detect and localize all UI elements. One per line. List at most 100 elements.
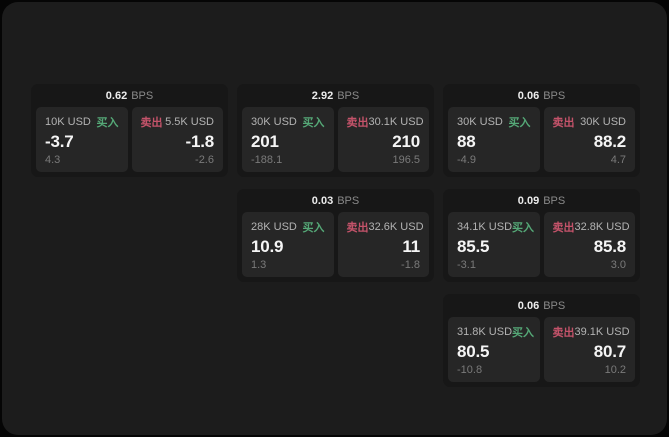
sell-size: 39.1K USD (574, 326, 630, 338)
buy-quote-panel[interactable]: 28K USD 买入 10.9 1.3 (242, 212, 334, 277)
bps-value: 0.06 (517, 89, 540, 102)
sell-quote-panel[interactable]: 卖出 32.8K USD 85.8 3.0 (543, 212, 635, 277)
buy-panel-top: 30K USD 买入 (251, 114, 325, 130)
bps-value: 0.03 (311, 194, 334, 207)
sell-sub-value: 3.0 (610, 258, 626, 271)
quote-card: 0.03 BPS 28K USD 买入 10.9 1.3 卖出 32.6K US… (237, 189, 434, 282)
card-header: 0.06 BPS (443, 84, 640, 107)
quote-card: 0.09 BPS 34.1K USD 买入 85.5 -3.1 卖出 32.8K… (443, 189, 640, 282)
buy-panel-top: 10K USD 买入 (45, 114, 119, 130)
buy-panel-top: 34.1K USD 买入 (457, 219, 535, 235)
card-header: 2.92 BPS (237, 84, 434, 107)
sell-price: 11 (402, 237, 420, 257)
sell-side-label: 卖出 (346, 222, 369, 234)
sell-sub-value: 10.2 (604, 363, 626, 376)
buy-side-label: 买入 (508, 117, 531, 129)
card-header: 0.09 BPS (443, 189, 640, 212)
bps-unit-label: BPS (543, 89, 566, 102)
buy-price: 10.9 (251, 237, 284, 257)
buy-price: -3.7 (45, 132, 74, 152)
buy-sub-value: 4.3 (45, 153, 61, 166)
buy-sub-value: 1.3 (251, 258, 267, 271)
sell-price: -1.8 (185, 132, 215, 152)
buy-price: 85.5 (457, 237, 490, 257)
buy-size: 31.8K USD (457, 326, 513, 338)
bps-unit-label: BPS (337, 194, 360, 207)
sell-quote-panel[interactable]: 卖出 32.6K USD 11 -1.8 (337, 212, 429, 277)
sell-panel-top: 卖出 30.1K USD (346, 114, 424, 130)
sell-side-label: 卖出 (552, 222, 575, 234)
card-header: 0.03 BPS (237, 189, 434, 212)
bps-value: 2.92 (311, 89, 334, 102)
quote-card: 0.06 BPS 31.8K USD 买入 80.5 -10.8 卖出 39.1… (443, 294, 640, 387)
buy-panel-top: 30K USD 买入 (457, 114, 531, 130)
card-header: 0.06 BPS (443, 294, 640, 317)
buy-sub-value: -188.1 (251, 153, 283, 166)
buy-size: 34.1K USD (457, 221, 513, 233)
bps-value: 0.06 (517, 299, 540, 312)
sell-panel-top: 卖出 39.1K USD (553, 324, 630, 340)
sell-size: 5.5K USD (165, 116, 214, 128)
sell-price: 210 (392, 132, 420, 152)
sell-size: 32.6K USD (368, 221, 424, 233)
sell-size: 32.8K USD (574, 221, 630, 233)
sell-price: 85.8 (593, 237, 626, 257)
buy-side-label: 买入 (302, 222, 325, 234)
quote-card: 0.06 BPS 30K USD 买入 88 -4.9 卖出 30K USD 8… (443, 84, 640, 177)
card-body: 34.1K USD 买入 85.5 -3.1 卖出 32.8K USD 85.8… (443, 212, 640, 282)
cards-grid: 0.62 BPS 10K USD 买入 -3.7 4.3 卖出 5.5K USD… (31, 84, 640, 387)
card-body: 28K USD 买入 10.9 1.3 卖出 32.6K USD 11 -1.8 (237, 212, 434, 282)
buy-side-label: 买入 (302, 117, 325, 129)
quote-card: 2.92 BPS 30K USD 买入 201 -188.1 卖出 30.1K … (237, 84, 434, 177)
bps-value: 0.62 (105, 89, 128, 102)
sell-sub-value: 196.5 (392, 153, 420, 166)
sell-sub-value: 4.7 (610, 153, 626, 166)
buy-quote-panel[interactable]: 34.1K USD 买入 85.5 -3.1 (448, 212, 540, 277)
buy-price: 80.5 (457, 342, 490, 362)
buy-quote-panel[interactable]: 30K USD 买入 88 -4.9 (448, 107, 540, 172)
sell-panel-top: 卖出 32.8K USD (552, 219, 630, 235)
card-header: 0.62 BPS (31, 84, 228, 107)
buy-side-label: 买入 (96, 117, 119, 129)
card-body: 10K USD 买入 -3.7 4.3 卖出 5.5K USD -1.8 -2.… (31, 107, 228, 177)
sell-quote-panel[interactable]: 卖出 39.1K USD 80.7 10.2 (543, 317, 635, 382)
bps-unit-label: BPS (543, 299, 566, 312)
buy-side-label: 买入 (512, 222, 535, 234)
sell-size: 30.1K USD (368, 116, 424, 128)
buy-quote-panel[interactable]: 31.8K USD 买入 80.5 -10.8 (448, 317, 540, 382)
buy-sub-value: -3.1 (457, 258, 476, 271)
buy-sub-value: -4.9 (457, 153, 476, 166)
buy-quote-panel[interactable]: 10K USD 买入 -3.7 4.3 (36, 107, 128, 172)
sell-quote-panel[interactable]: 卖出 30.1K USD 210 196.5 (337, 107, 429, 172)
sell-panel-top: 卖出 5.5K USD (141, 114, 215, 130)
bps-unit-label: BPS (543, 194, 566, 207)
buy-sub-value: -10.8 (457, 363, 483, 376)
buy-panel-top: 31.8K USD 买入 (457, 324, 535, 340)
sell-price: 88.2 (593, 132, 626, 152)
sell-price: 80.7 (593, 342, 626, 362)
buy-side-label: 买入 (512, 327, 535, 339)
buy-price: 88 (457, 132, 476, 152)
quote-card: 0.62 BPS 10K USD 买入 -3.7 4.3 卖出 5.5K USD… (31, 84, 228, 177)
sell-side-label: 卖出 (140, 117, 163, 129)
sell-quote-panel[interactable]: 卖出 30K USD 88.2 4.7 (543, 107, 635, 172)
card-body: 30K USD 买入 201 -188.1 卖出 30.1K USD 210 1… (237, 107, 434, 177)
sell-sub-value: -2.6 (195, 153, 214, 166)
buy-size: 10K USD (45, 116, 91, 128)
bps-unit-label: BPS (131, 89, 154, 102)
buy-price: 201 (251, 132, 279, 152)
sell-quote-panel[interactable]: 卖出 5.5K USD -1.8 -2.6 (131, 107, 223, 172)
sell-panel-top: 卖出 32.6K USD (346, 219, 424, 235)
buy-quote-panel[interactable]: 30K USD 买入 201 -188.1 (242, 107, 334, 172)
buy-size: 30K USD (457, 116, 503, 128)
card-body: 30K USD 买入 88 -4.9 卖出 30K USD 88.2 4.7 (443, 107, 640, 177)
buy-size: 28K USD (251, 221, 297, 233)
card-body: 31.8K USD 买入 80.5 -10.8 卖出 39.1K USD 80.… (443, 317, 640, 387)
sell-size: 30K USD (580, 116, 626, 128)
bps-value: 0.09 (517, 194, 540, 207)
sell-side-label: 卖出 (346, 117, 369, 129)
buy-size: 30K USD (251, 116, 297, 128)
sell-side-label: 卖出 (552, 117, 575, 129)
